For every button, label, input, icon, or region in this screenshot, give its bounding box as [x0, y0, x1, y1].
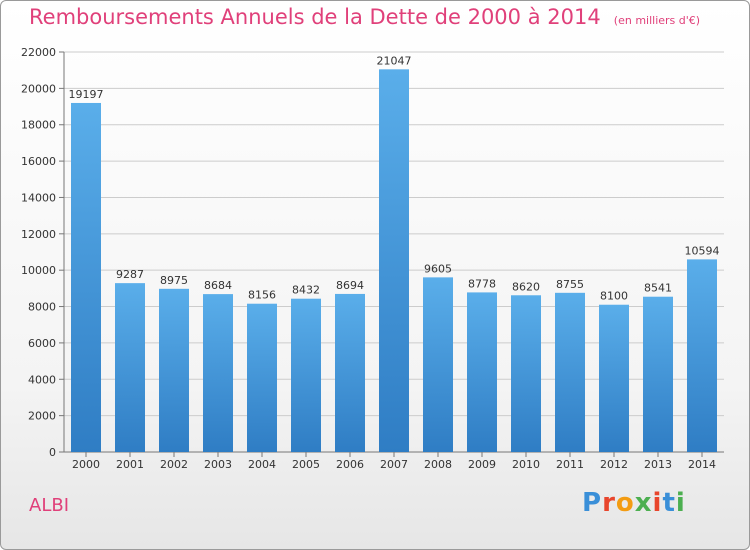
- bar: [643, 296, 673, 452]
- bar: [687, 259, 717, 452]
- bar-value-label: 8620: [512, 280, 540, 293]
- bar-value-label: 9287: [116, 268, 144, 281]
- bar-value-label: 8755: [556, 278, 584, 291]
- x-tick-label: 2001: [116, 458, 144, 471]
- logo-letter: t: [662, 488, 676, 518]
- y-tick-label: 20000: [21, 82, 56, 95]
- bar-value-label: 8778: [468, 277, 496, 290]
- bar: [247, 303, 277, 452]
- y-tick-label: 18000: [21, 119, 56, 132]
- bar-value-label: 19197: [69, 88, 104, 101]
- x-tick-label: 2006: [336, 458, 364, 471]
- bar: [71, 102, 101, 453]
- bar-value-label: 8156: [248, 289, 276, 302]
- bar: [423, 277, 453, 452]
- logo-letter: i: [652, 488, 663, 518]
- y-tick-label: 2000: [28, 410, 56, 423]
- chart-title-main: Remboursements Annuels de la Dette de 20…: [29, 5, 601, 29]
- logo-letter: o: [615, 488, 635, 518]
- x-tick-label: 2002: [160, 458, 188, 471]
- x-tick-label: 2004: [248, 458, 276, 471]
- logo-letter: P: [582, 488, 603, 518]
- y-tick-label: 16000: [21, 155, 56, 168]
- y-tick-label: 10000: [21, 264, 56, 277]
- bar: [115, 283, 145, 452]
- x-tick-label: 2007: [380, 458, 408, 471]
- proxiti-logo: Proxiti: [582, 488, 686, 518]
- bar: [379, 69, 409, 452]
- bar: [511, 295, 541, 452]
- city-label: ALBI: [29, 495, 69, 516]
- logo-letter: i: [675, 488, 686, 518]
- x-tick-label: 2013: [644, 458, 672, 471]
- bar: [467, 292, 497, 452]
- x-tick-label: 2011: [556, 458, 584, 471]
- bar-value-label: 8975: [160, 274, 188, 287]
- y-tick-label: 8000: [28, 301, 56, 314]
- bar-value-label: 9605: [424, 262, 452, 275]
- x-tick-label: 2012: [600, 458, 628, 471]
- bar-value-label: 8541: [644, 282, 672, 295]
- bar: [159, 288, 189, 452]
- chart-unit-note: (en milliers d'€): [613, 14, 701, 27]
- logo-letter: r: [602, 488, 616, 518]
- logo-letter: x: [634, 488, 653, 518]
- x-tick-label: 2005: [292, 458, 320, 471]
- y-tick-label: 22000: [21, 46, 56, 59]
- y-tick-label: 4000: [28, 373, 56, 386]
- bar: [203, 294, 233, 452]
- x-tick-label: 2003: [204, 458, 232, 471]
- bar-value-label: 8694: [336, 279, 364, 292]
- y-tick-label: 0: [49, 446, 56, 459]
- bar: [555, 292, 585, 452]
- y-tick-label: 6000: [28, 337, 56, 350]
- x-tick-label: 2000: [72, 458, 100, 471]
- x-tick-label: 2009: [468, 458, 496, 471]
- bar: [291, 298, 321, 452]
- bar-value-label: 8684: [204, 279, 232, 292]
- y-tick-label: 14000: [21, 191, 56, 204]
- bar-value-label: 8100: [600, 290, 628, 303]
- bar-value-label: 21047: [377, 54, 412, 67]
- bar-value-label: 8432: [292, 284, 320, 297]
- bar: [599, 304, 629, 452]
- bar-value-label: 10594: [685, 244, 720, 257]
- x-tick-label: 2014: [688, 458, 716, 471]
- y-tick-label: 12000: [21, 228, 56, 241]
- chart-title: Remboursements Annuels de la Dette de 20…: [29, 5, 700, 29]
- bar: [335, 293, 365, 452]
- x-tick-label: 2010: [512, 458, 540, 471]
- x-tick-label: 2008: [424, 458, 452, 471]
